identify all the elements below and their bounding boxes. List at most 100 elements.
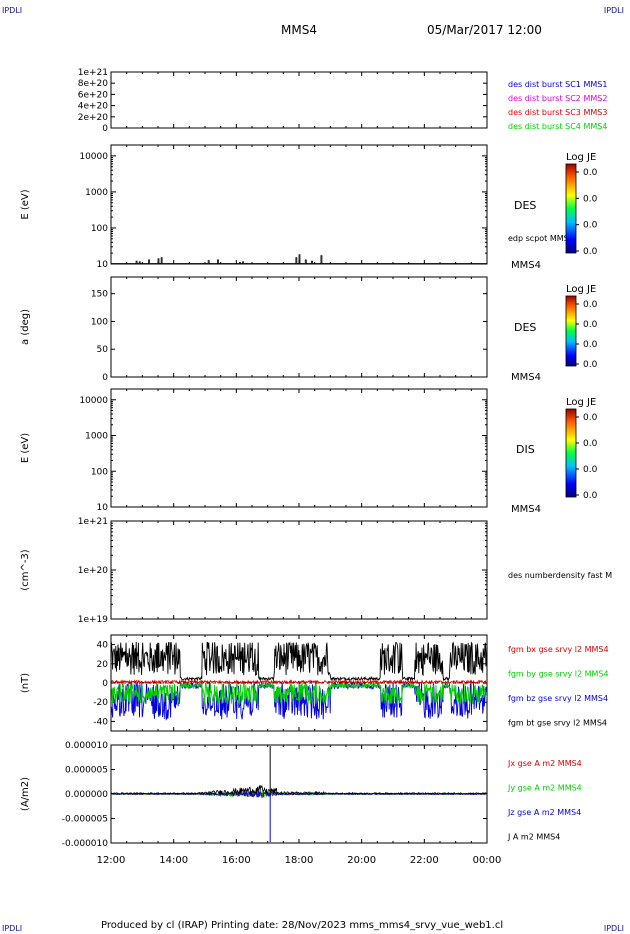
panel-5-frame bbox=[110, 520, 488, 620]
y-tick-label: 1000 bbox=[85, 432, 108, 442]
y-tick-label: 10000 bbox=[79, 396, 108, 406]
legend-dist-burst-2: des dist burst SC2 MMS2 bbox=[508, 94, 607, 103]
y-tick-label: 2e+20 bbox=[78, 113, 109, 123]
ylabel-des-energy: E (eV) bbox=[20, 189, 31, 219]
time-tick-label: 14:00 bbox=[159, 855, 188, 866]
colorbar-2 bbox=[565, 295, 577, 367]
panel-label-dis: DIS bbox=[516, 443, 535, 456]
time-tick-label: 22:00 bbox=[410, 855, 439, 866]
legend-b-4: fgm bt gse srvy l2 MMS4 bbox=[508, 719, 607, 728]
y-tick-label: 50 bbox=[97, 345, 109, 355]
y-tick-label: 4e+20 bbox=[78, 102, 109, 112]
legend-dist-burst-3: des dist burst SC3 MMS3 bbox=[508, 108, 607, 117]
panel-1-frame bbox=[110, 71, 488, 129]
colorbar-tick-label: 0.0 bbox=[583, 247, 598, 257]
colorbar-3 bbox=[565, 408, 577, 498]
y-tick-label: 100 bbox=[91, 224, 108, 234]
legend-b-2: fgm by gse srvy l2 MMS4 bbox=[508, 670, 609, 679]
y-tick-label: -20 bbox=[93, 698, 108, 708]
y-tick-label: 10 bbox=[97, 260, 109, 270]
panel-2-frame bbox=[110, 144, 488, 265]
legend-density: des numberdensity fast M bbox=[508, 571, 612, 580]
b-series-2 bbox=[111, 681, 487, 705]
ylabel-density: (cm^-3) bbox=[20, 549, 31, 590]
y-tick-label: 0.000000 bbox=[65, 790, 108, 800]
panel-3-frame bbox=[110, 276, 488, 378]
y-tick-label: 6e+20 bbox=[78, 90, 109, 100]
colorbar-title: Log JE bbox=[566, 397, 596, 408]
y-tick-label: 40 bbox=[97, 641, 109, 651]
y-tick-label: 10 bbox=[97, 503, 109, 513]
colorbar-tick-label: 0.0 bbox=[583, 413, 598, 423]
j-traces bbox=[111, 785, 487, 798]
panel-4-frame bbox=[110, 388, 488, 508]
y-tick-label: -0.000010 bbox=[62, 839, 108, 849]
time-tick-label: 18:00 bbox=[285, 855, 314, 866]
y-tick-label: 150 bbox=[91, 290, 108, 300]
colorbar-tick-label: 0.0 bbox=[583, 340, 598, 350]
y-tick-label: 10000 bbox=[79, 152, 108, 162]
colorbar-tick-label: 0.0 bbox=[583, 320, 598, 330]
y-tick-label: 0 bbox=[102, 679, 108, 689]
ylabel-j: (A/m2) bbox=[20, 777, 31, 811]
b-series-4 bbox=[111, 641, 487, 682]
y-tick-label: 0.000005 bbox=[65, 766, 108, 776]
sc-label: MMS4 bbox=[511, 260, 541, 271]
legend-scpot: edp scpot MMS4 bbox=[508, 234, 574, 243]
colorbar-tick-label: 0.0 bbox=[583, 168, 598, 178]
colorbar-tick-label: 0.0 bbox=[583, 465, 598, 475]
y-tick-label: 100 bbox=[91, 467, 108, 477]
panel-label-des: DES bbox=[514, 321, 536, 334]
b-traces bbox=[111, 641, 487, 721]
y-tick-label: 1e+21 bbox=[78, 68, 108, 78]
corner-label-bottom-right: IPDLI bbox=[603, 924, 624, 933]
legend-b-3: fgm bz gse srvy l2 MMS4 bbox=[508, 694, 608, 703]
y-tick-label: 0 bbox=[102, 373, 108, 383]
time-tick-label: 16:00 bbox=[222, 855, 251, 866]
corner-label-bottom-left: IPDLI bbox=[2, 924, 23, 933]
legend-j-3: Jz gse A m2 MMS4 bbox=[507, 808, 581, 817]
y-tick-label: 8e+20 bbox=[78, 79, 109, 89]
legend-j-2: Jy gse A m2 MMS4 bbox=[507, 784, 582, 793]
sc-label: MMS4 bbox=[511, 504, 541, 515]
scpot-line bbox=[111, 254, 487, 264]
sc-label: MMS4 bbox=[511, 372, 541, 383]
footer-text: Produced by cl (IRAP) Printing date: 28/… bbox=[101, 920, 504, 931]
colorbar-tick-label: 0.0 bbox=[583, 221, 598, 231]
colorbar-tick-label: 0.0 bbox=[583, 439, 598, 449]
legend-j-4: J A m2 MMS4 bbox=[507, 833, 560, 842]
legend-dist-burst-4: des dist burst SC4 MMS4 bbox=[508, 122, 607, 131]
legend-b-1: fgm bx gse srvy l2 MMS4 bbox=[508, 645, 609, 654]
ylabel-dis-energy: E (eV) bbox=[20, 433, 31, 463]
colorbar-tick-label: 0.0 bbox=[583, 491, 598, 501]
y-tick-label: 100 bbox=[91, 317, 108, 327]
y-tick-label: 1e+19 bbox=[78, 615, 109, 625]
legend-dist-burst-1: des dist burst SC1 MMS1 bbox=[508, 80, 607, 89]
ylabel-pitch: a (deg) bbox=[20, 309, 31, 345]
colorbar-title: Log JE bbox=[566, 152, 596, 163]
y-tick-label: 1000 bbox=[85, 188, 108, 198]
colorbar-1 bbox=[565, 163, 577, 254]
colorbar-tick-label: 0.0 bbox=[583, 194, 598, 204]
time-tick-label: 00:00 bbox=[473, 855, 502, 866]
colorbar-tick-label: 0.0 bbox=[583, 300, 598, 310]
j-series-4 bbox=[111, 785, 487, 796]
datetime-title: 05/Mar/2017 12:00 bbox=[427, 23, 542, 37]
legend-j-1: Jx gse A m2 MMS4 bbox=[507, 759, 582, 768]
corner-label-top-right: IPDLI bbox=[603, 6, 624, 15]
y-tick-label: 0 bbox=[102, 124, 108, 134]
spacecraft-title: MMS4 bbox=[281, 23, 317, 37]
y-tick-label: -40 bbox=[93, 717, 108, 727]
colorbar-tick-label: 0.0 bbox=[583, 360, 598, 370]
y-tick-label: 0.000010 bbox=[65, 741, 108, 751]
y-tick-label: 1e+21 bbox=[78, 517, 108, 527]
time-tick-label: 12:00 bbox=[97, 855, 126, 866]
time-tick-label: 20:00 bbox=[347, 855, 376, 866]
ylabel-b: (nT) bbox=[20, 673, 31, 693]
panel-label-des: DES bbox=[514, 199, 536, 212]
colorbar-title: Log JE bbox=[566, 284, 596, 295]
y-tick-label: 20 bbox=[97, 660, 109, 670]
corner-label-top-left: IPDLI bbox=[2, 6, 23, 15]
y-tick-label: -0.000005 bbox=[62, 815, 108, 825]
